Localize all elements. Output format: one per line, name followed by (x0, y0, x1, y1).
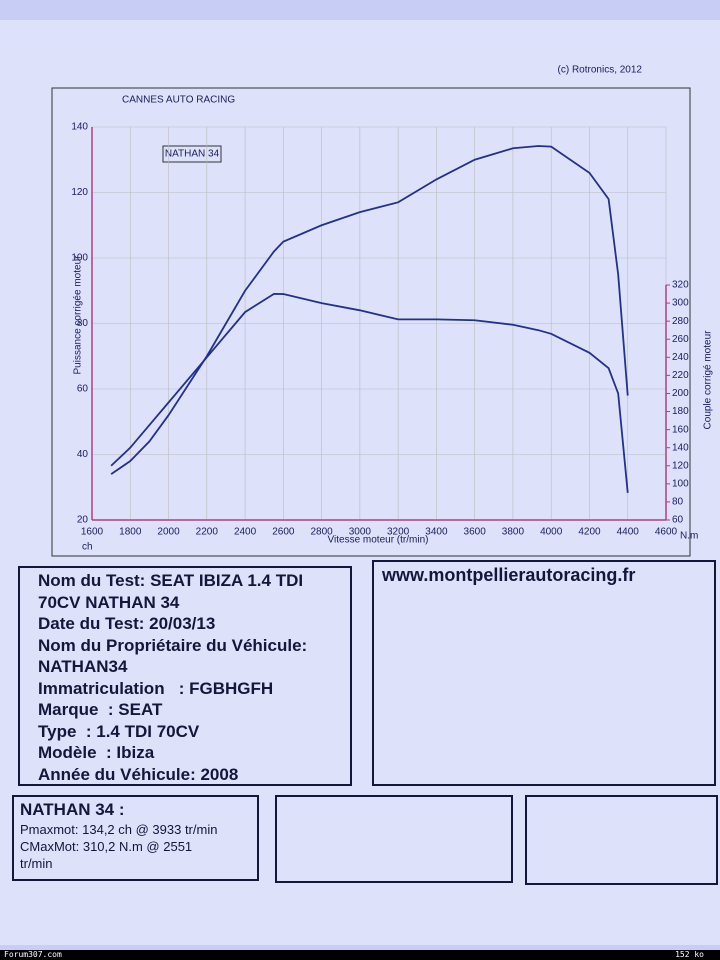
y-tick-label: 80 (77, 318, 89, 329)
info-line: Année du Véhicule: 2008 (38, 764, 239, 784)
y2-tick-label: 140 (672, 442, 689, 453)
y2-axis-label: Couple corrigé moteur (703, 330, 714, 430)
y2-tick-label: 180 (672, 406, 689, 417)
results-box: NATHAN 34 : Pmaxmot: 134,2 ch @ 3933 tr/m… (12, 795, 259, 881)
y-tick-label: 40 (77, 449, 89, 460)
annotation: NATHAN 34 (165, 149, 220, 160)
footer-right: 152 ko (675, 950, 704, 959)
empty-box (525, 795, 718, 885)
y2-tick-label: 240 (672, 352, 689, 363)
footer-bar: Forum307.com 152 ko (0, 950, 720, 960)
info-line: Marque : SEAT (38, 700, 163, 719)
x-tick-label: 3000 (349, 527, 372, 538)
y2-tick-label: 280 (672, 316, 689, 327)
result-line: CMaxMot: 310,2 N.m @ 2551 (20, 838, 193, 854)
series-line (110, 145, 629, 475)
series-line (110, 292, 629, 493)
info-line: Nom du Propriétaire du Véhicule: (38, 635, 308, 655)
x-tick-label: 2200 (196, 527, 219, 538)
info-line: 70CV NATHAN 34 (38, 592, 180, 612)
x-tick-label: 1800 (119, 527, 142, 538)
result-line: Pmaxmot: 134,2 ch @ 3933 tr/min (20, 821, 218, 837)
y2-tick-label: 100 (672, 478, 689, 489)
y-tick-label: 100 (71, 253, 88, 264)
x-tick-label: 1600 (81, 527, 104, 538)
y2-unit: N.m (680, 531, 698, 542)
x-tick-label: 2400 (234, 527, 257, 538)
x-tick-label: 4200 (578, 527, 601, 538)
x-tick-label: 4400 (617, 527, 640, 538)
info-line: Nom du Test: SEAT IBIZA 1.4 TDI (38, 571, 304, 590)
x-tick-label: 2600 (272, 527, 295, 538)
x-tick-label: 3400 (425, 527, 448, 538)
x-tick-label: 3600 (464, 527, 487, 538)
copyright: (c) Rotronics, 2012 (558, 65, 643, 76)
x-tick-label: 2000 (157, 527, 180, 538)
y-unit: ch (82, 542, 93, 553)
info-line: Immatriculation : FGBHGFH (38, 678, 274, 698)
chart: CANNES AUTO RACING (c) Rotronics, 2012 N… (51, 65, 714, 557)
y-tick-label: 20 (77, 515, 89, 526)
empty-box (275, 795, 513, 883)
footer-left: Forum307.com (4, 950, 62, 959)
info-line: Type : 1.4 TDI 70CV (38, 721, 200, 741)
y2-tick-label: 300 (672, 298, 689, 309)
y2-tick-label: 220 (672, 370, 689, 381)
y2-tick-label: 200 (672, 388, 689, 399)
y2-tick-label: 260 (672, 334, 689, 345)
x-axis-label: Vitesse moteur (tr/min) (328, 535, 429, 546)
website: www.montpellierautoracing.fr (382, 565, 636, 585)
y-axis-label: Puissance corrigée moteur (73, 255, 84, 375)
y2-tick-label: 60 (672, 515, 684, 526)
y2-tick-label: 120 (672, 460, 689, 471)
info-line: Modèle : Ibiza (38, 743, 155, 762)
annotation-box (162, 145, 222, 163)
y-tick-label: 120 (71, 187, 88, 198)
y2-tick-label: 320 (672, 280, 689, 291)
y-tick-label: 60 (77, 384, 89, 395)
website-box: www.montpellierautoracing.fr (372, 560, 716, 786)
chart-title: CANNES AUTO RACING (122, 95, 235, 106)
info-line: NATHAN34 (38, 657, 128, 676)
x-tick-label: 2800 (310, 527, 333, 538)
x-tick-label: 4600 (655, 527, 678, 538)
x-tick-label: 4000 (540, 527, 563, 538)
y2-tick-label: 160 (672, 424, 689, 435)
x-tick-label: 3800 (502, 527, 525, 538)
y-tick-label: 140 (71, 122, 88, 133)
result-line: NATHAN 34 : (20, 800, 125, 819)
info-line: Date du Test: 20/03/13 (38, 614, 216, 633)
x-tick-label: 3200 (387, 527, 410, 538)
result-line: tr/min (20, 855, 53, 871)
chart-frame (51, 87, 691, 557)
test-info-box: Nom du Test: SEAT IBIZA 1.4 TDI 70CV NATH… (18, 566, 352, 786)
y2-tick-label: 80 (672, 497, 684, 508)
